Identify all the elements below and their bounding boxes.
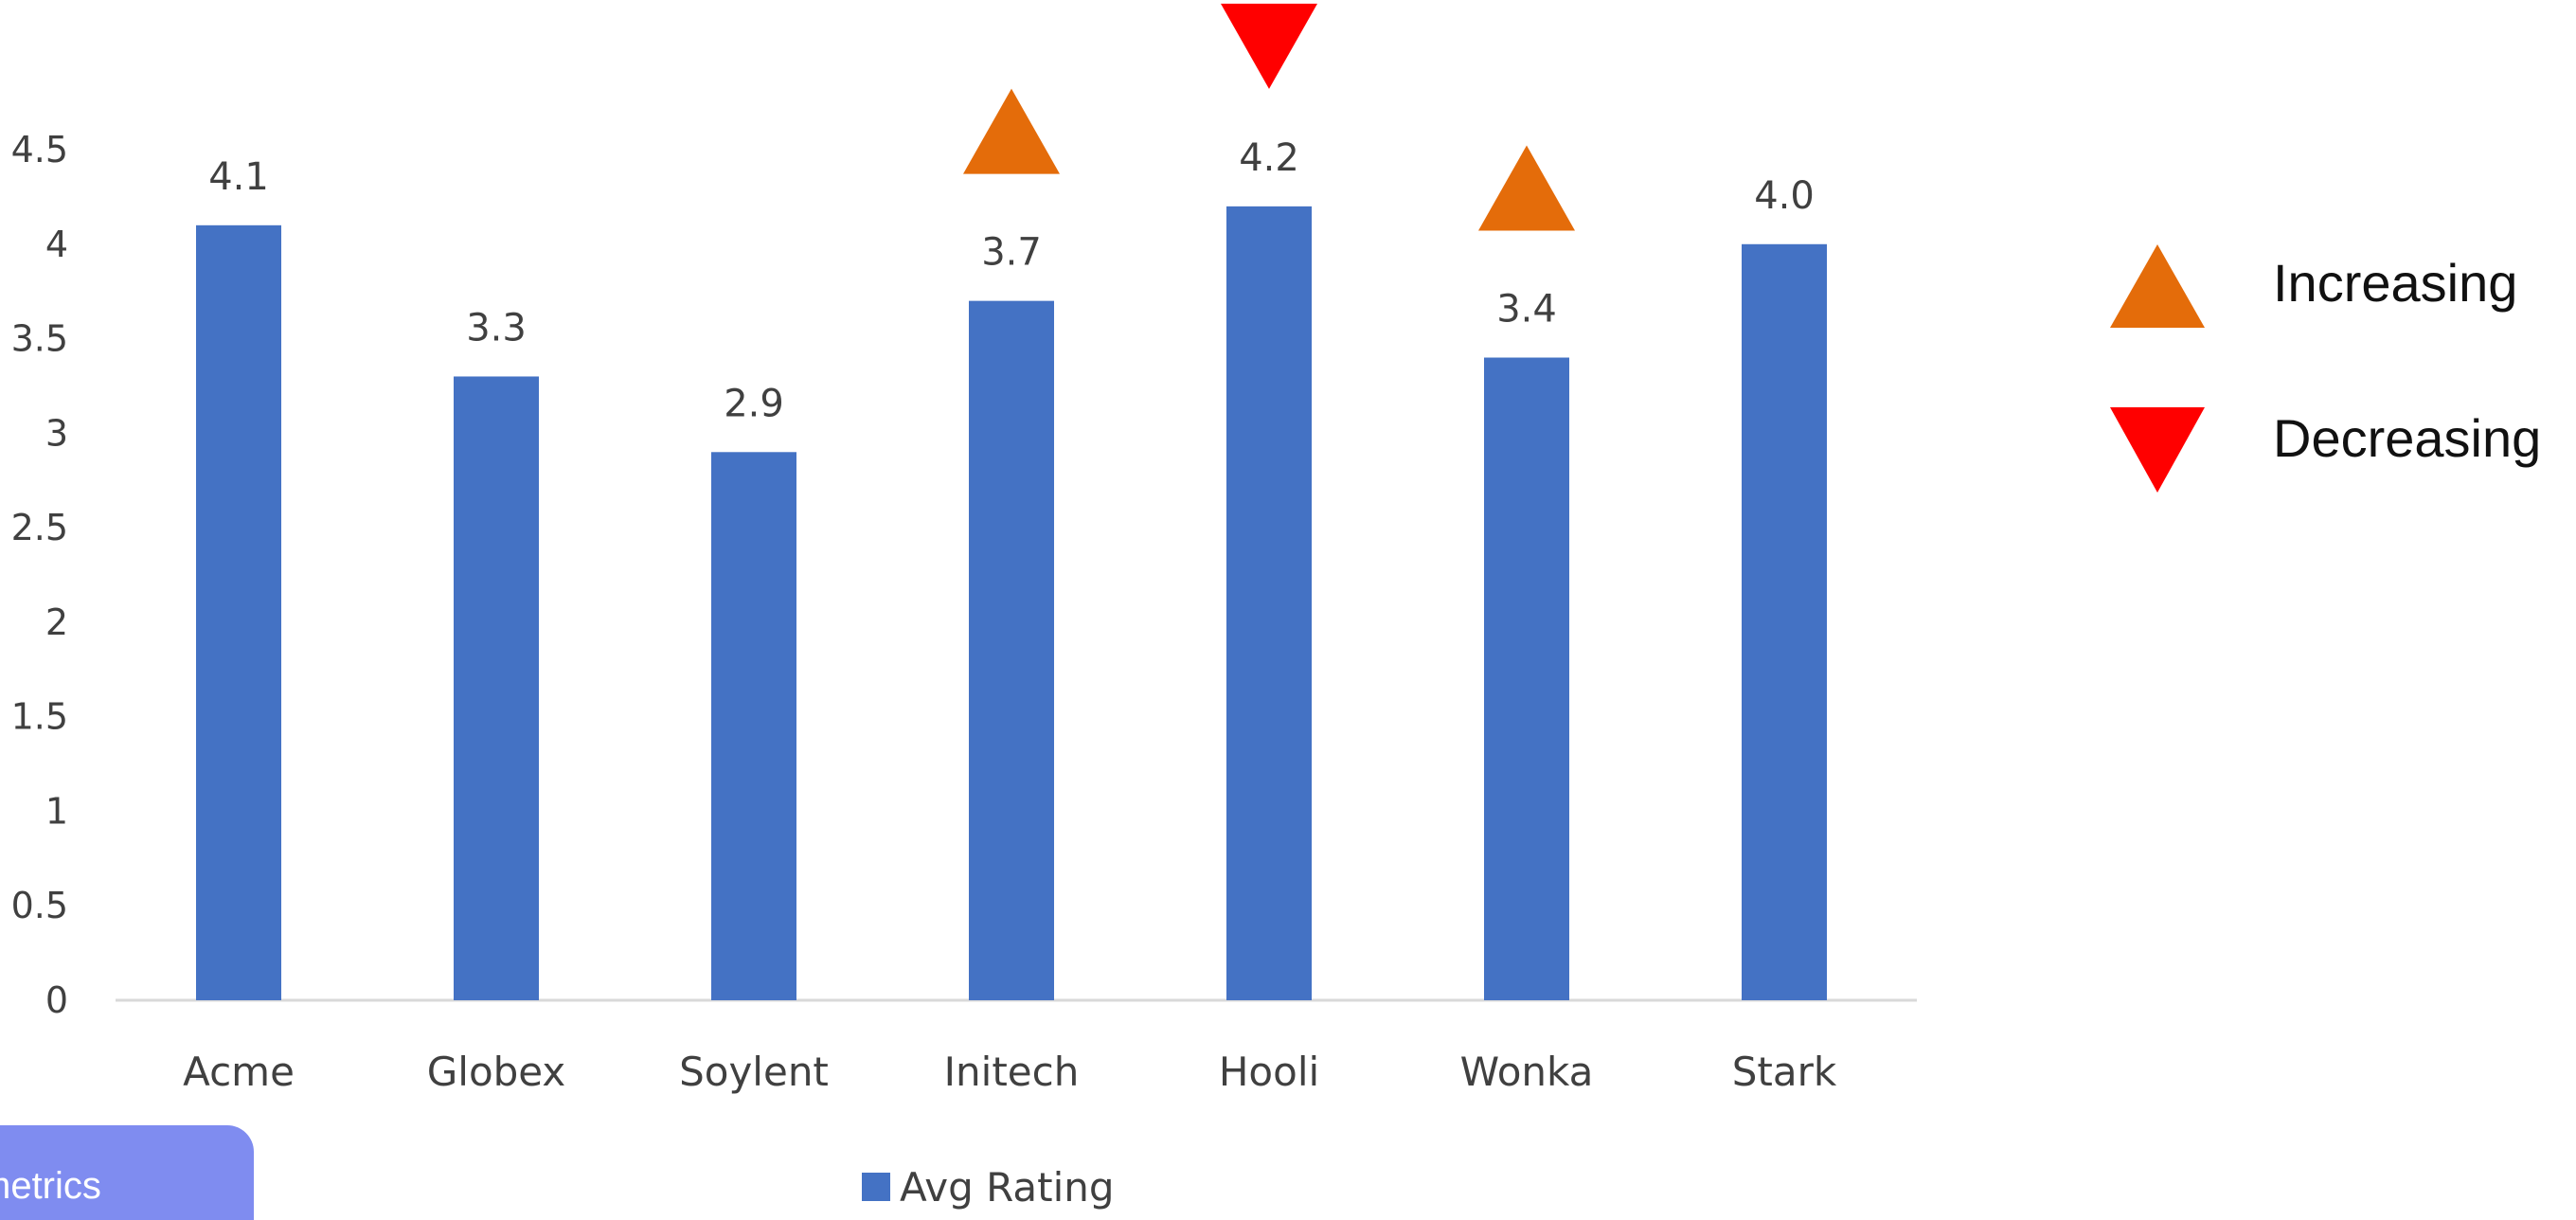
marker-key-decreasing-label: Decreasing <box>2273 408 2541 468</box>
data-label: 4.1 <box>208 155 269 199</box>
data-label: 2.9 <box>724 382 784 425</box>
data-label: 3.3 <box>466 306 527 350</box>
data-label: 4.2 <box>1239 136 1299 180</box>
y-tick-label: 4.5 <box>11 129 68 170</box>
bar <box>1484 357 1569 1000</box>
bar-series <box>196 206 1827 1001</box>
category-label: Stark <box>1732 1049 1837 1095</box>
metrics-tab[interactable]: metrics <box>0 1125 254 1220</box>
marker-key: Increasing Decreasing <box>2110 244 2541 493</box>
bar <box>196 224 281 1001</box>
category-label: Initech <box>944 1049 1080 1095</box>
up-triangle-icon <box>1478 145 1575 231</box>
down-triangle-icon <box>2110 407 2205 493</box>
legend-swatch <box>862 1173 890 1201</box>
trend-markers <box>963 3 1575 231</box>
bar <box>1742 243 1827 1000</box>
bar <box>711 452 796 1000</box>
category-label: Soylent <box>679 1049 829 1095</box>
data-label: 4.0 <box>1754 174 1815 218</box>
category-label: Hooli <box>1219 1049 1319 1095</box>
y-tick-label: 3 <box>45 412 68 454</box>
category-label: Wonka <box>1460 1049 1594 1095</box>
bar <box>454 376 539 1000</box>
data-label: 3.4 <box>1496 288 1557 332</box>
y-tick-label: 2 <box>45 601 68 643</box>
category-label: Globex <box>427 1049 566 1095</box>
down-triangle-icon <box>1221 3 1317 89</box>
data-label: 3.7 <box>981 231 1042 275</box>
bar <box>969 300 1054 1001</box>
bar <box>1226 206 1312 1000</box>
y-tick-label: 3.5 <box>11 318 68 360</box>
y-tick-label: 0 <box>45 979 68 1021</box>
category-label: Acme <box>183 1049 295 1095</box>
up-triangle-icon <box>2110 244 2205 328</box>
x-axis-categories: Acme Globex Soylent Initech Hooli Wonka Stark <box>183 1049 1837 1095</box>
y-tick-label: 4 <box>45 224 68 265</box>
up-triangle-icon <box>963 88 1060 174</box>
y-tick-label: 1.5 <box>11 696 68 738</box>
y-tick-label: 2.5 <box>11 507 68 548</box>
y-tick-label: 1 <box>45 790 68 832</box>
legend-label: Avg Rating <box>900 1164 1115 1211</box>
data-labels: 4.1 3.3 2.9 3.7 4.2 3.4 4.0 <box>208 136 1815 425</box>
legend: Avg Rating <box>862 1164 1115 1211</box>
y-tick-label: 0.5 <box>11 885 68 926</box>
metrics-tab-label: metrics <box>0 1165 101 1207</box>
y-axis: 0 0.5 1 1.5 2 2.5 3 3.5 4 4.5 <box>11 129 68 1021</box>
marker-key-increasing-label: Increasing <box>2273 253 2517 313</box>
